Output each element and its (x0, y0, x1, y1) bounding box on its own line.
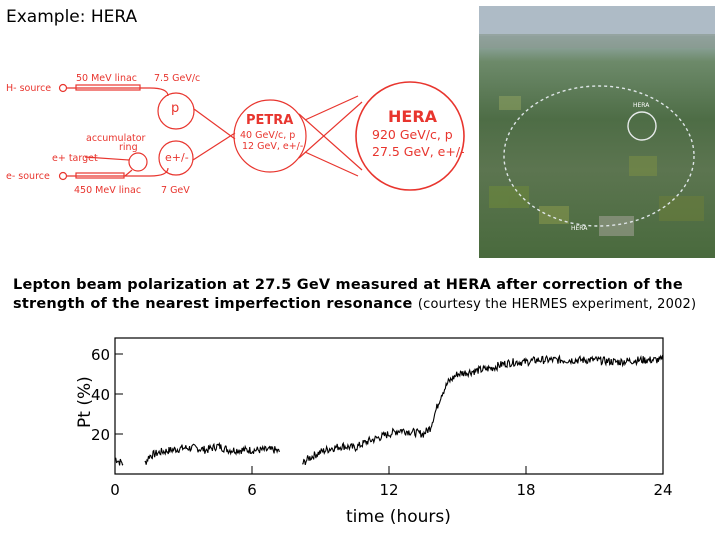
photo-label-hera-bottom: HERA (571, 225, 588, 232)
petra-line-1: 40 GeV/c, p (240, 130, 295, 141)
hera-line-2: 27.5 GeV, e+/- (372, 144, 465, 159)
x-axis-label: time (hours) (346, 507, 451, 527)
caption-courtesy: (courtesy the HERMES experiment, 2002) (417, 297, 697, 312)
y-tick-label: 60 (91, 346, 110, 364)
x-tick-label: 24 (653, 481, 672, 499)
page-title: Example: HERA (6, 7, 138, 27)
e-ring-label: e+/- (165, 151, 189, 164)
hera-aerial-photo: HERA HERA (479, 6, 715, 258)
p-momentum-label: 7.5 GeV/c (154, 73, 200, 84)
polarization-series-1 (114, 457, 124, 466)
petra-ring (233, 99, 307, 173)
petra-line-2: 12 GeV, e+/- (242, 141, 303, 152)
p-ring (157, 92, 195, 130)
e-energy-label: 7 GeV (161, 185, 190, 196)
accumulator-label: accumulator (86, 133, 146, 144)
hera-line-1: 920 GeV/c, p (372, 127, 453, 142)
hera-ring (355, 81, 465, 191)
accumulator-ring (128, 152, 148, 172)
hera-tunnel-outline (503, 85, 695, 227)
x-tick-label: 18 (516, 481, 535, 499)
figure-caption: Lepton beam polarization at 27.5 GeV mea… (13, 276, 713, 314)
y-tick-label: 40 (91, 386, 110, 404)
accelerator-diagram: H- source 50 MeV linac 7.5 GeV/c p accum… (6, 73, 465, 196)
polarization-series-3 (302, 354, 664, 466)
ring-label: ring (119, 142, 138, 153)
e-ring (158, 140, 194, 176)
photo-label-hera: HERA (633, 102, 650, 109)
linac-450-label: 450 MeV linac (74, 185, 141, 196)
linac-50-bar (75, 84, 141, 91)
x-tick-label: 6 (247, 481, 257, 499)
x-tick-label: 0 (110, 481, 120, 499)
petra-name: PETRA (246, 113, 293, 128)
h-source-label: H- source (6, 83, 51, 94)
caption-main: Lepton beam polarization at 27.5 GeV mea… (13, 277, 683, 312)
linac-50-label: 50 MeV linac (76, 73, 137, 84)
p-ring-label: p (171, 101, 179, 116)
y-tick-label: 20 (91, 426, 110, 444)
e-target-label: e+ target (52, 153, 98, 164)
e-source-label: e- source (6, 171, 50, 182)
e-source-node (58, 171, 68, 181)
linac-450-bar (75, 172, 125, 179)
y-axis-label: Pt (%) (75, 376, 95, 428)
x-tick-label: 12 (379, 481, 398, 499)
polarization-chart: 20 40 60 0 6 12 18 24 Pt (%) time (hours) (75, 337, 673, 527)
h-source-node (58, 83, 68, 93)
polarization-series-2 (144, 441, 280, 465)
hera-name: HERA (388, 107, 438, 126)
